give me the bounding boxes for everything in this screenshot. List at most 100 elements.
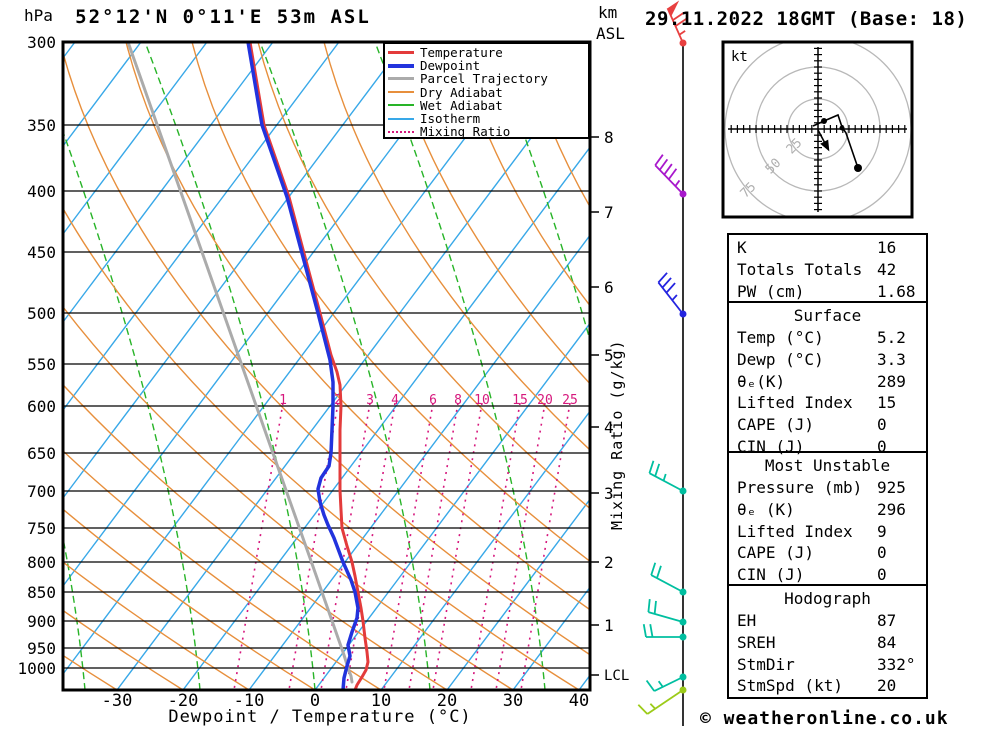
legend-item: Temperature — [385, 46, 588, 59]
mixing-ratio-value-label: 4 — [391, 393, 399, 408]
table-row-value: 5.2 — [877, 328, 906, 347]
legend-swatch-line — [388, 104, 414, 107]
barb-staff — [648, 611, 684, 623]
table-row-label: SREH — [737, 632, 776, 652]
table-row: EH 87 — [737, 610, 926, 632]
barb-level-dot — [679, 190, 687, 198]
pressure-tick-label: 1000 — [17, 659, 56, 678]
hodograph-frame — [721, 40, 914, 219]
isotherm-line — [314, 322, 590, 690]
legend-label: Dewpoint — [420, 58, 481, 74]
isotherm-line — [63, 42, 472, 588]
barb-half-tick — [649, 703, 656, 710]
temp-tick-label: 20 — [437, 691, 457, 711]
barb-full-tick — [674, 18, 687, 27]
temperature-curve — [248, 42, 370, 690]
km-tick-label: 6 — [604, 278, 614, 297]
mixing-ratio-value-label: 1 — [279, 393, 287, 408]
mixing-ratio-line — [432, 402, 483, 690]
lcl-label: LCL — [604, 668, 629, 684]
isotherm-line — [63, 42, 142, 148]
table-section-title: Surface — [793, 306, 862, 325]
table-row: θₑ(K) 289 — [737, 371, 926, 393]
isotherm-line — [116, 58, 590, 690]
parcel-trajectory-curve — [126, 42, 354, 684]
table-row-value: 9 — [877, 521, 887, 541]
barb-full-tick — [645, 679, 655, 692]
km-tick-label: 3 — [604, 484, 614, 503]
table-row: Lifted Index 15 — [737, 392, 926, 414]
barb-full-tick — [653, 600, 657, 614]
legend-label: Isotherm — [420, 111, 481, 127]
dry-adiabat-line — [521, 42, 590, 209]
km-tick-label: 7 — [604, 203, 614, 222]
km-tick-label: 1 — [604, 616, 614, 635]
wind-barb — [647, 599, 687, 626]
pressure-tick-label: 950 — [27, 639, 56, 658]
table-row-label: StmDir — [737, 654, 795, 674]
mixing-ratio-value-label: 10 — [474, 393, 490, 408]
table-section: Surface Temp (°C) 5.2 Dewp (°C) 3.3 θₑ(K) 289 L… — [727, 301, 928, 456]
barb-staff — [646, 689, 684, 715]
legend-item: Mixing Ratio — [385, 125, 588, 138]
wet-adiabat-line — [374, 42, 546, 690]
dry-adiabat-line — [63, 654, 118, 690]
barb-full-tick — [654, 154, 664, 166]
table-row: Temp (°C) 5.2 — [737, 327, 926, 349]
hodograph-unit-label: kt — [731, 49, 748, 65]
barb-level-dot — [679, 686, 687, 694]
isotherm-line — [63, 42, 208, 236]
table-row-value: 925 — [877, 478, 906, 497]
legend-swatch-line — [388, 63, 414, 68]
table-section: K 16 Totals Totals 42 PW (cm) 1.68 — [727, 233, 928, 303]
dry-adiabat-line — [63, 50, 590, 656]
table-row-value: 3.3 — [877, 349, 906, 369]
wet-adiabat-line — [489, 42, 590, 343]
table-row-label: Pressure (mb) — [737, 478, 863, 497]
wet-adiabat-line — [63, 534, 86, 690]
temp-tick-label: 30 — [503, 691, 523, 711]
storm-motion-arrowhead — [820, 139, 830, 152]
legend-label: Mixing Ratio — [420, 124, 511, 140]
table-row-value: 20 — [877, 676, 897, 696]
pressure-tick-label: 750 — [27, 519, 56, 538]
pressure-tick-label: 700 — [27, 482, 56, 501]
hodograph-trace-dot — [839, 125, 845, 131]
table-row-value: 15 — [877, 393, 897, 413]
legend-label: Dry Adiabat — [420, 84, 503, 100]
barb-full-tick — [668, 168, 678, 180]
barb-full-tick — [657, 272, 668, 284]
barb-half-tick — [657, 680, 664, 688]
table-row-label: K — [737, 238, 747, 257]
isotherm-line — [63, 42, 340, 412]
table-row-label: StmSpd (kt) — [737, 676, 843, 696]
barb-full-tick — [672, 12, 685, 21]
isotherm-line — [380, 410, 590, 690]
table-row-value: 289 — [877, 371, 906, 391]
table-row: K 16 — [737, 237, 926, 259]
km-tick-label: 8 — [604, 128, 614, 147]
legend-label: Temperature — [420, 45, 503, 61]
legend-swatch-line — [388, 51, 414, 55]
table-row-value: 1.68 — [877, 281, 916, 301]
dry-adiabat-line — [63, 449, 382, 690]
dry-adiabat-line — [63, 561, 250, 690]
table-row-label: CAPE (J) — [737, 415, 815, 435]
barb-level-dot — [679, 39, 687, 47]
table-row: PW (cm) 1.68 — [737, 281, 926, 303]
table-row-label: Lifted Index — [737, 393, 853, 413]
table-row-label: θₑ(K) — [737, 371, 786, 391]
barb-staff — [653, 676, 684, 692]
pressure-tick-label: 800 — [27, 553, 56, 572]
barb-full-tick — [650, 562, 657, 576]
km-tick-label: 2 — [604, 553, 614, 572]
legend-swatch-line — [388, 77, 414, 81]
table-row: Lifted Index 9 — [737, 521, 926, 543]
table-row-label: Temp (°C) — [737, 328, 824, 347]
km-axis: 8 7 6 5 4 3 2 1 LCL — [590, 128, 629, 684]
barb-half-tick — [678, 30, 686, 36]
table-row: Totals Totals 42 — [737, 259, 926, 281]
table-row-value: 0 — [877, 415, 887, 435]
